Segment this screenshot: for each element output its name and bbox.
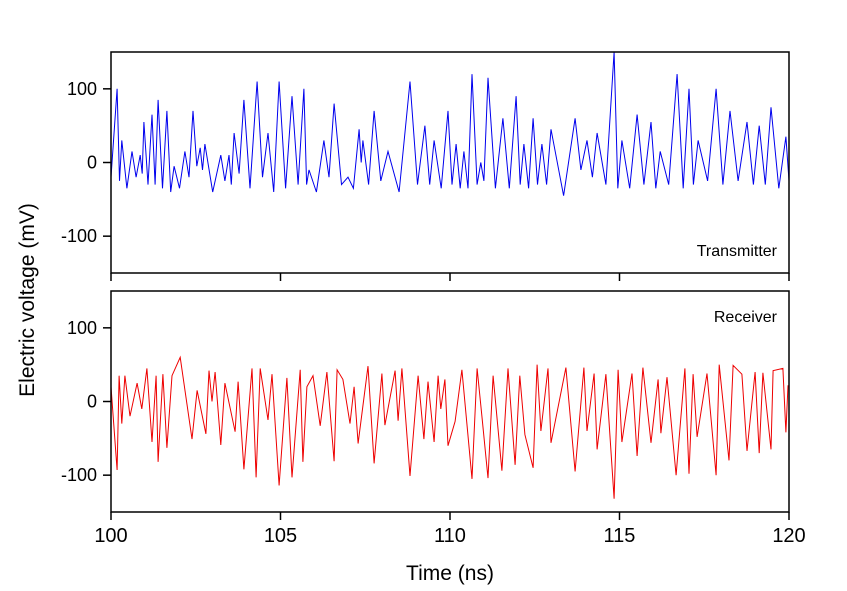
x-tick-label: 120 — [772, 525, 805, 547]
transmitter-panel-frame — [110, 51, 790, 274]
receiver-y-tick-label: 0 — [87, 392, 97, 412]
transmitter-series-line — [110, 51, 790, 196]
transmitter-y-tick-label: 100 — [67, 79, 97, 99]
receiver-series-line — [110, 355, 789, 499]
y-axis-title: Electric voltage (mV) — [16, 203, 39, 397]
receiver-x-ticks: 100 105 110 115 120 — [94, 512, 806, 547]
transmitter-panel: 100 0 -100 Transmitter — [61, 51, 790, 281]
receiver-panel-frame — [110, 290, 790, 513]
transmitter-x-ticks — [110, 273, 790, 281]
receiver-panel: 100 0 -100 100 105 110 115 120 Receiver — [61, 290, 806, 547]
receiver-y-tick-label: -100 — [61, 465, 97, 485]
x-tick-label: 115 — [604, 525, 636, 547]
transmitter-y-tick-label: 0 — [87, 153, 97, 173]
x-tick-label: 100 — [94, 525, 127, 547]
transmitter-y-ticks: 100 0 -100 — [61, 79, 111, 246]
x-tick-label: 105 — [264, 525, 297, 547]
x-axis-title: Time (ns) — [406, 562, 494, 585]
receiver-y-ticks: 100 0 -100 — [61, 318, 111, 485]
receiver-y-tick-label: 100 — [67, 318, 97, 338]
transmitter-label: Transmitter — [697, 243, 778, 260]
receiver-label: Receiver — [714, 309, 778, 326]
transmitter-y-tick-label: -100 — [61, 226, 97, 246]
x-tick-label: 110 — [434, 525, 466, 547]
